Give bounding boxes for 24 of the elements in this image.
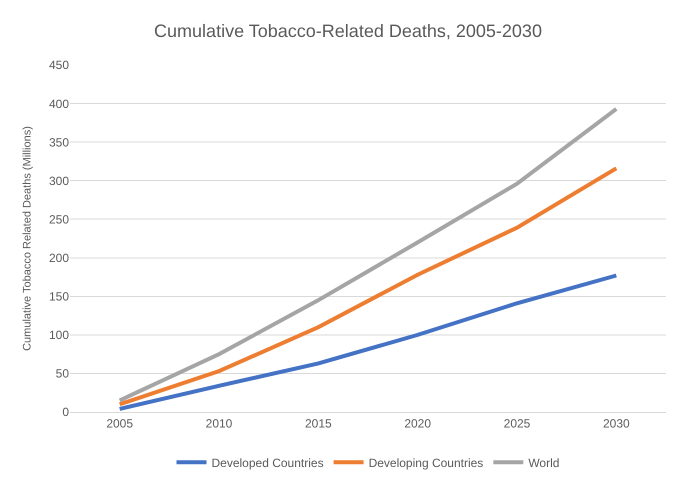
x-tick-label: 2020: [404, 416, 432, 430]
x-tick-label: 2015: [304, 416, 332, 430]
x-tick-label: 2025: [504, 416, 531, 430]
y-tick-label: 0: [62, 405, 70, 420]
line-series: [118, 106, 618, 402]
y-tick-label: 250: [48, 212, 70, 226]
line-series: [118, 274, 618, 411]
y-tick-label: 350: [48, 135, 70, 150]
y-tick-label: 450: [48, 58, 70, 72]
legend-label: Developing Countries: [368, 456, 484, 470]
y-tick-label: 400: [48, 96, 70, 111]
y-tick-label: 300: [48, 174, 70, 188]
legend-label: World: [528, 456, 560, 470]
legend-label: Developed Countries: [212, 456, 324, 470]
y-tick-label: 150: [48, 290, 70, 304]
x-tick-label: 2005: [106, 416, 134, 430]
y-axis-title: Cumulative Tobacco Related Deaths (Millions): [22, 126, 34, 351]
y-tick-label: 200: [48, 250, 70, 265]
y-tick-label: 50: [56, 366, 70, 381]
x-tick-label: 2010: [206, 416, 233, 430]
chart-title: Cumulative Tobacco-Related Deaths, 2005-2030: [154, 21, 542, 41]
y-tick-label: 100: [48, 328, 70, 342]
x-tick-label: 2030: [602, 416, 630, 430]
line-series: [118, 166, 618, 406]
